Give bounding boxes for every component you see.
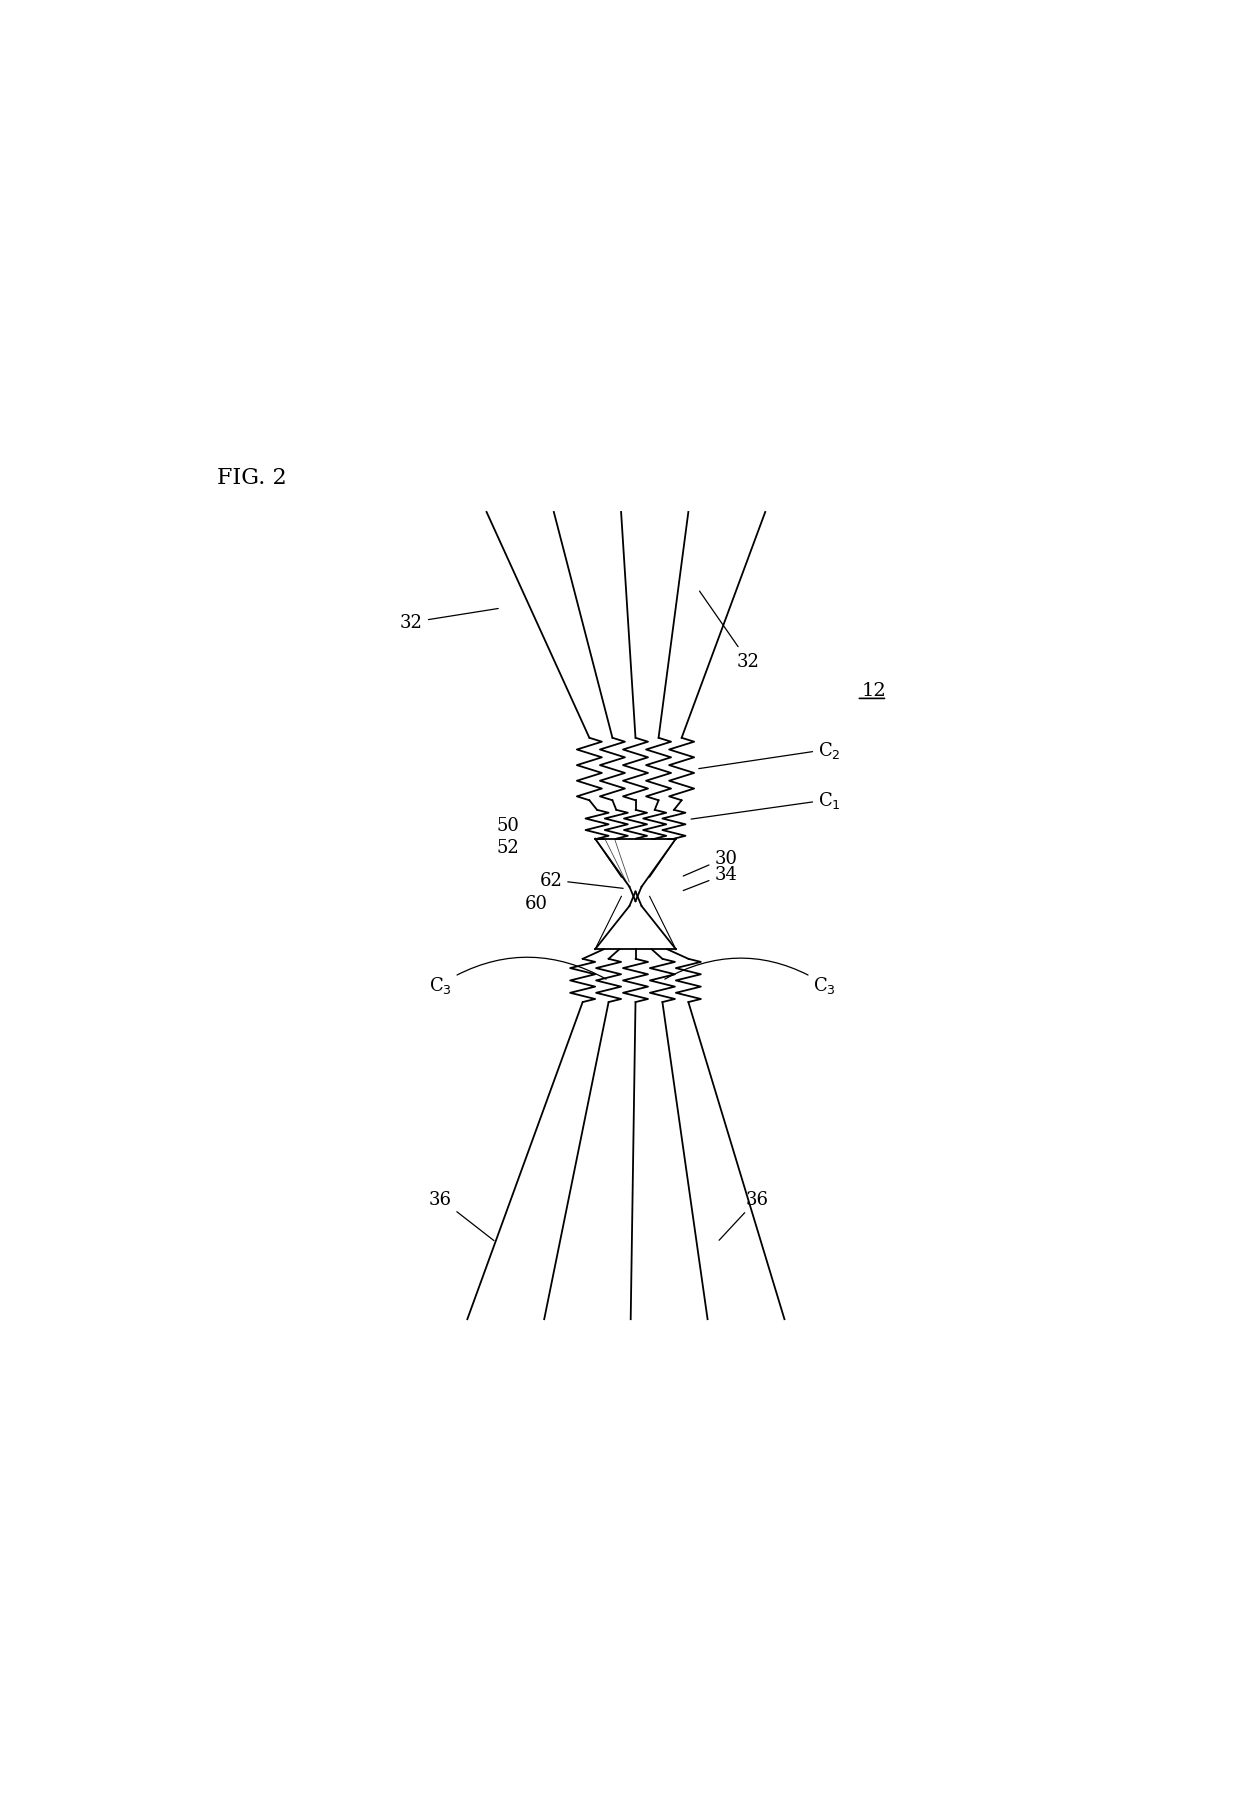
Text: C$_3$: C$_3$ bbox=[665, 958, 836, 996]
Text: 32: 32 bbox=[401, 610, 498, 631]
Text: 30: 30 bbox=[683, 849, 738, 876]
Text: 32: 32 bbox=[699, 591, 759, 671]
Text: 36: 36 bbox=[429, 1190, 494, 1241]
Text: 34: 34 bbox=[683, 865, 737, 891]
Text: 36: 36 bbox=[719, 1190, 769, 1241]
Text: 50: 50 bbox=[496, 816, 520, 834]
Text: C$_1$: C$_1$ bbox=[691, 789, 841, 820]
Text: 12: 12 bbox=[862, 682, 887, 700]
Text: 62: 62 bbox=[539, 871, 624, 889]
Text: 60: 60 bbox=[525, 894, 548, 912]
Text: C$_3$: C$_3$ bbox=[429, 958, 606, 996]
Text: FIG. 2: FIG. 2 bbox=[217, 466, 288, 488]
Text: 52: 52 bbox=[496, 838, 518, 856]
Text: C$_2$: C$_2$ bbox=[699, 738, 841, 769]
